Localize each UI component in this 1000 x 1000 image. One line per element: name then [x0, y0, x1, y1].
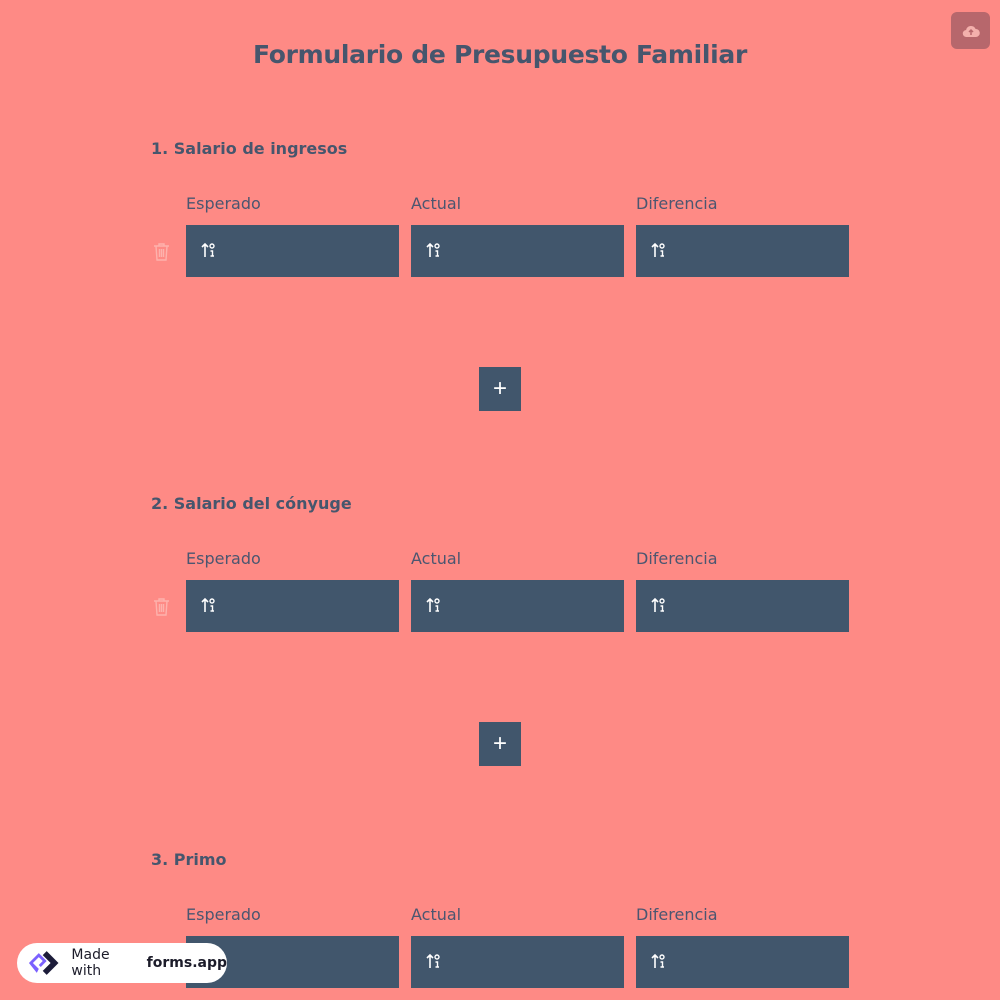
delete-row-button[interactable]: [153, 243, 170, 265]
number-input-actual[interactable]: [411, 936, 624, 988]
column-label: Actual: [411, 905, 462, 924]
trash-icon: [154, 598, 169, 616]
column-label: Esperado: [186, 905, 261, 924]
numeric-input-icon: [201, 597, 215, 612]
numeric-input-icon: [426, 597, 440, 612]
numeric-input-icon: [651, 953, 665, 968]
badge-prefix: Made with: [71, 947, 110, 979]
number-input-actual[interactable]: [411, 225, 624, 277]
badge-brand: forms.app: [146, 955, 227, 971]
delete-row-button[interactable]: [153, 598, 170, 620]
cloud-upload-icon: [962, 25, 980, 37]
number-input-actual[interactable]: [411, 580, 624, 632]
column-label: Diferencia: [636, 549, 718, 568]
question-label: 1. Salario de ingresos: [151, 139, 348, 158]
numeric-input-icon: [426, 242, 440, 257]
column-label: Diferencia: [636, 194, 718, 213]
numeric-input-icon: [426, 953, 440, 968]
number-input-esperado[interactable]: [186, 580, 399, 632]
number-input-esperado[interactable]: [186, 225, 399, 277]
trash-icon: [154, 243, 169, 261]
numeric-input-icon: [201, 242, 215, 257]
column-label: Actual: [411, 549, 462, 568]
column-label: Esperado: [186, 549, 261, 568]
forms-app-logo-icon: [28, 951, 59, 975]
column-label: Esperado: [186, 194, 261, 213]
made-with-forms-app-badge[interactable]: Made with forms.app: [17, 943, 227, 983]
question-label: 2. Salario del cónyuge: [151, 494, 352, 513]
column-label: Actual: [411, 194, 462, 213]
upload-button[interactable]: [951, 12, 990, 49]
number-input-diferencia[interactable]: [636, 225, 849, 277]
add-row-button[interactable]: +: [479, 367, 521, 411]
numeric-input-icon: [651, 242, 665, 257]
numeric-input-icon: [651, 597, 665, 612]
number-input-diferencia[interactable]: [636, 936, 849, 988]
question-label: 3. Primo: [151, 850, 227, 869]
column-label: Diferencia: [636, 905, 718, 924]
page-title: Formulario de Presupuesto Familiar: [252, 40, 748, 69]
add-row-button[interactable]: +: [479, 722, 521, 766]
number-input-diferencia[interactable]: [636, 580, 849, 632]
